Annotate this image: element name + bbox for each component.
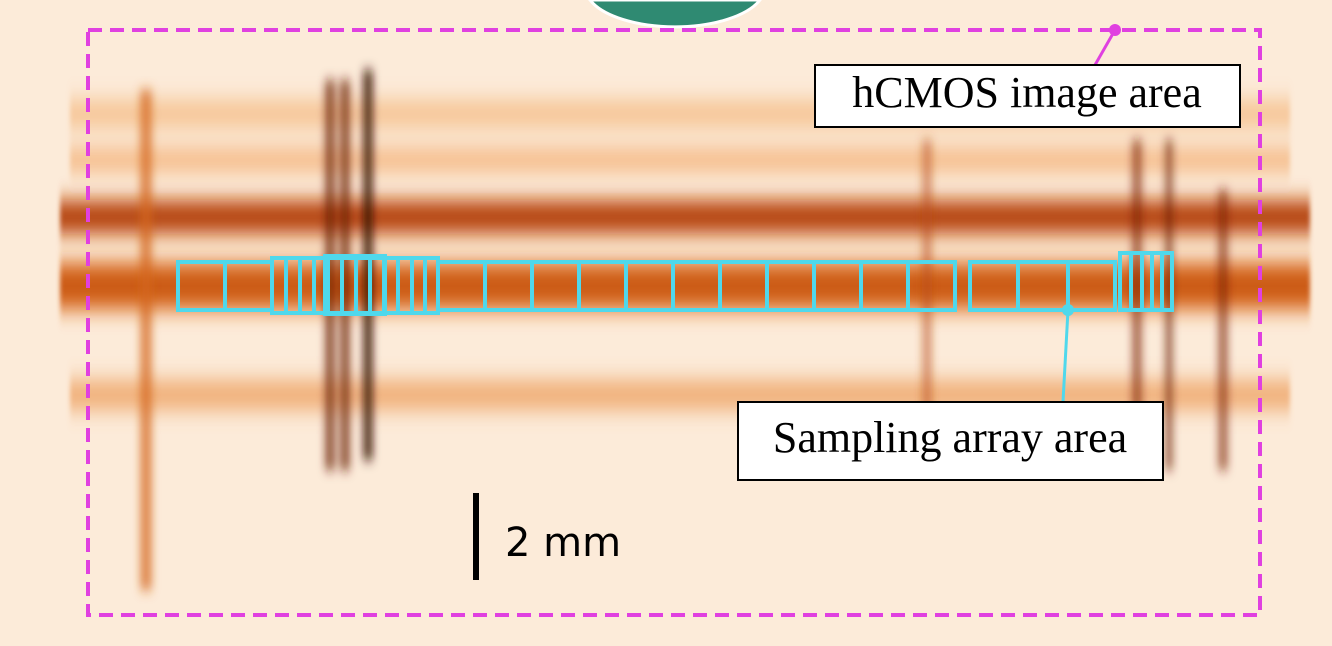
scale-bar-label: 2 mm [505, 520, 621, 566]
sampling-dot [1062, 304, 1074, 316]
image-area-label: hCMOS image area [852, 68, 1201, 117]
image-area-outline [86, 28, 1262, 617]
label-box [814, 64, 1241, 128]
image-area-leader [1093, 29, 1117, 66]
decorative-shape [588, 0, 762, 29]
image-area-dot [1109, 24, 1121, 36]
sampling-leader [1061, 309, 1070, 403]
sampling-array [176, 251, 1174, 316]
label-box [737, 401, 1164, 481]
sampling-area-label: Sampling array area [773, 413, 1127, 462]
